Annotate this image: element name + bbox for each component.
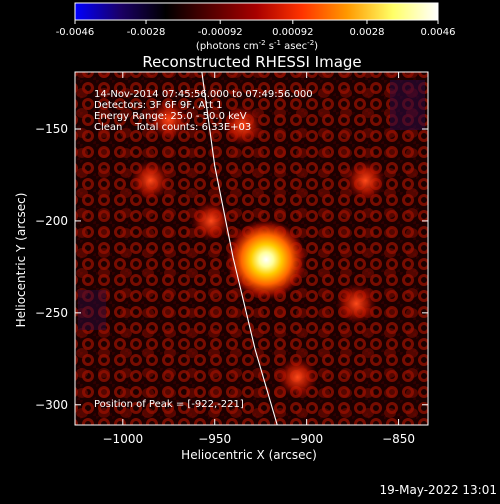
peak-position-label: Position of Peak = [-922,-221] xyxy=(94,399,244,410)
chart-title: Reconstructed RHESSI Image xyxy=(142,53,361,71)
negative-patch-upper-right xyxy=(390,80,425,130)
x-tick-label: −900 xyxy=(290,432,323,446)
x-tick-label: −850 xyxy=(382,432,415,446)
info-line-detectors: Detectors: 3F 6F 9F, Att 1 xyxy=(94,100,222,111)
y-tick-label: −150 xyxy=(35,122,68,136)
info-text: 14-Nov-2014 07:45:56.000 to 07:49:56.000… xyxy=(94,89,313,410)
plot-frame xyxy=(74,71,429,426)
colorbar-ticks: -0.0046 -0.0028 -0.00092 0.00092 0.0028 0.004… xyxy=(56,20,456,38)
info-line-time: 14-Nov-2014 07:45:56.000 to 07:49:56.000 xyxy=(94,89,313,100)
y-tick-label: −200 xyxy=(35,214,68,228)
negative-patch-lower-left xyxy=(78,290,106,330)
x-tick-label: −1000 xyxy=(103,432,144,446)
y-axis: −150 −200 −250 −300 xyxy=(35,122,428,412)
secondary-source xyxy=(148,99,189,140)
secondary-source xyxy=(130,160,171,201)
colorbar-units: (photons cm-2 s-1 asec-2) xyxy=(196,39,318,52)
colorbar-tick-label: 0.0046 xyxy=(421,27,456,38)
secondary-source xyxy=(191,200,232,241)
secondary-source xyxy=(336,283,377,324)
footer-date: 19-May-2022 13:01 xyxy=(380,483,497,497)
x-axis: −1000 −950 −900 −850 xyxy=(103,72,415,446)
x-tick-label: −950 xyxy=(198,432,231,446)
colorbar-tick-label: 0.0028 xyxy=(349,27,384,38)
colorbar-tick-label: -0.0046 xyxy=(56,27,95,38)
colorbar-gradient xyxy=(74,2,439,21)
y-tick-label: −300 xyxy=(35,398,68,412)
info-line-energy: Energy Range: 25.0 - 50.0 keV xyxy=(94,111,247,122)
secondary-sources xyxy=(130,99,386,398)
solar-limb-line xyxy=(201,72,278,425)
secondary-source xyxy=(345,160,386,201)
colorbar-tick-label: -0.00092 xyxy=(198,27,243,38)
heatmap-image xyxy=(75,72,428,425)
colorbar-tick-label: -0.0028 xyxy=(127,27,166,38)
x-axis-label: Heliocentric X (arcsec) xyxy=(181,448,317,462)
y-axis-label: Heliocentric Y (arcsec) xyxy=(14,193,28,328)
colorbar-tick-label: 0.00092 xyxy=(272,27,313,38)
colorbar: -0.0046 -0.0028 -0.00092 0.00092 0.0028 0.004… xyxy=(56,2,456,52)
secondary-source xyxy=(222,105,263,146)
y-tick-label: −250 xyxy=(35,306,68,320)
secondary-source xyxy=(277,357,318,398)
info-line-clean: Clean Total counts: 6.33E+03 xyxy=(94,122,251,133)
peak-source xyxy=(226,219,307,300)
